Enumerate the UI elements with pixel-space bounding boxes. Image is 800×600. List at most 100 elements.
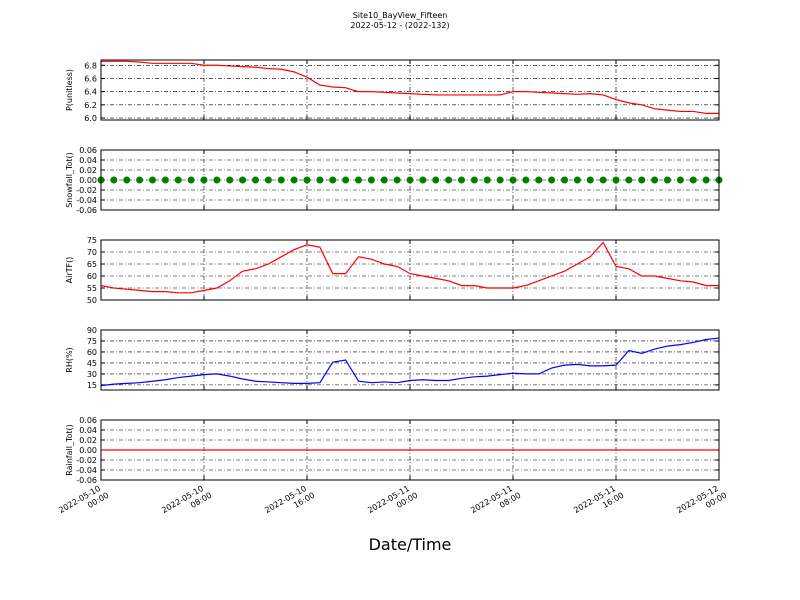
- y-tick-label: 65: [87, 260, 97, 269]
- y-axis-label: Rainfall_Tot(): [65, 424, 74, 476]
- data-point: [264, 176, 272, 184]
- data-point: [599, 176, 607, 184]
- data-point: [226, 176, 234, 184]
- plot-frame: [100, 239, 720, 301]
- y-tick-label: -0.02: [76, 456, 97, 465]
- data-point: [406, 176, 414, 184]
- y-tick-label: 0.02: [79, 436, 97, 445]
- data-point: [174, 176, 182, 184]
- y-tick-label: 50: [87, 296, 97, 305]
- data-point: [367, 176, 375, 184]
- data-point: [316, 176, 324, 184]
- y-tick-label: 60: [87, 272, 97, 281]
- data-point: [200, 176, 208, 184]
- y-tick-label: -0.06: [76, 476, 97, 485]
- data-point: [445, 176, 453, 184]
- y-tick-label: -0.02: [76, 186, 97, 195]
- data-point: [380, 176, 388, 184]
- y-tick-label: 6.0: [84, 114, 97, 123]
- y-tick-label: -0.04: [76, 196, 97, 205]
- x-tick-label: 2022-05-1100:00: [366, 482, 419, 524]
- y-tick-label: 60: [87, 348, 97, 357]
- data-line: [100, 337, 720, 387]
- data-point: [432, 176, 440, 184]
- data-point: [123, 176, 131, 184]
- data-point: [239, 176, 247, 184]
- x-tick-label: 2022-05-1016:00: [263, 482, 316, 524]
- y-tick-label: 0.06: [79, 146, 97, 155]
- y-tick-label: 0.06: [79, 416, 97, 425]
- y-tick-label: -0.04: [76, 466, 97, 475]
- x-tick-label: 2022-05-1108:00: [469, 482, 522, 524]
- data-line: [101, 60, 719, 115]
- data-point: [573, 176, 581, 184]
- data-point: [329, 176, 337, 184]
- y-tick-label: 30: [87, 370, 97, 379]
- x-axis-label: Date/Time: [369, 535, 452, 554]
- y-tick-label: 0.04: [79, 426, 97, 435]
- data-point: [136, 176, 144, 184]
- data-point: [419, 176, 427, 184]
- y-tick-label: 0.04: [79, 156, 97, 165]
- data-point: [252, 176, 259, 184]
- x-tick-label: 2022-05-1008:00: [160, 482, 213, 524]
- data-point: [625, 176, 633, 184]
- data-point: [702, 176, 710, 184]
- chart-title: Site10_BayView_Fifteen: [353, 11, 448, 20]
- plot-frame: [100, 59, 720, 121]
- data-point: [149, 176, 156, 184]
- y-tick-label: 70: [87, 248, 97, 257]
- plot-frame: [100, 329, 720, 391]
- plot-frame: [100, 419, 720, 481]
- data-point: [509, 176, 517, 184]
- data-point: [664, 176, 671, 184]
- data-point: [303, 176, 311, 184]
- data-point: [290, 176, 298, 184]
- data-point: [483, 176, 491, 184]
- y-tick-label: 55: [87, 284, 97, 293]
- data-point: [612, 176, 620, 184]
- data-point: [458, 176, 465, 184]
- y-axis-label: Snowfall_Tot(): [65, 152, 74, 208]
- data-point: [535, 176, 543, 184]
- data-point: [393, 176, 401, 184]
- y-tick-label: 75: [87, 337, 97, 346]
- data-point: [496, 176, 504, 184]
- y-tick-label: 90: [87, 326, 97, 335]
- y-tick-label: -0.06: [76, 206, 97, 215]
- y-tick-label: 6.8: [84, 61, 97, 70]
- data-point: [676, 176, 684, 184]
- y-tick-label: 15: [87, 381, 97, 390]
- x-tick-label: 2022-05-1116:00: [572, 482, 625, 524]
- y-tick-label: 0.00: [79, 446, 97, 455]
- x-tick-label: 2022-05-1000:00: [57, 482, 110, 524]
- y-tick-label: 0.00: [79, 176, 97, 185]
- y-tick-label: 6.2: [84, 101, 97, 110]
- data-point: [548, 176, 556, 184]
- data-point: [586, 176, 594, 184]
- data-point: [110, 176, 118, 184]
- data-point: [355, 176, 362, 184]
- y-tick-label: 0.02: [79, 166, 97, 175]
- data-point: [470, 176, 478, 184]
- plot-frame: [100, 149, 720, 211]
- data-line: [100, 241, 719, 294]
- y-tick-label: 6.6: [84, 74, 97, 83]
- y-tick-label: 45: [87, 359, 97, 368]
- data-point: [187, 176, 195, 184]
- y-axis-label: AirTF(): [65, 257, 74, 284]
- data-point: [161, 176, 169, 184]
- data-point: [277, 176, 285, 184]
- y-tick-label: 75: [87, 236, 97, 245]
- y-tick-label: 6.4: [84, 88, 97, 97]
- chart-subtitle: 2022-05-12 - (2022-132): [350, 21, 449, 30]
- data-point: [342, 176, 350, 184]
- y-axis-label: RH(%): [65, 347, 74, 372]
- x-tick-label: 2022-05-1200:00: [675, 482, 728, 524]
- y-axis-label: P(unitless): [65, 69, 74, 111]
- data-point: [213, 176, 221, 184]
- data-point: [522, 176, 530, 184]
- data-point: [638, 176, 646, 184]
- data-point: [651, 176, 659, 184]
